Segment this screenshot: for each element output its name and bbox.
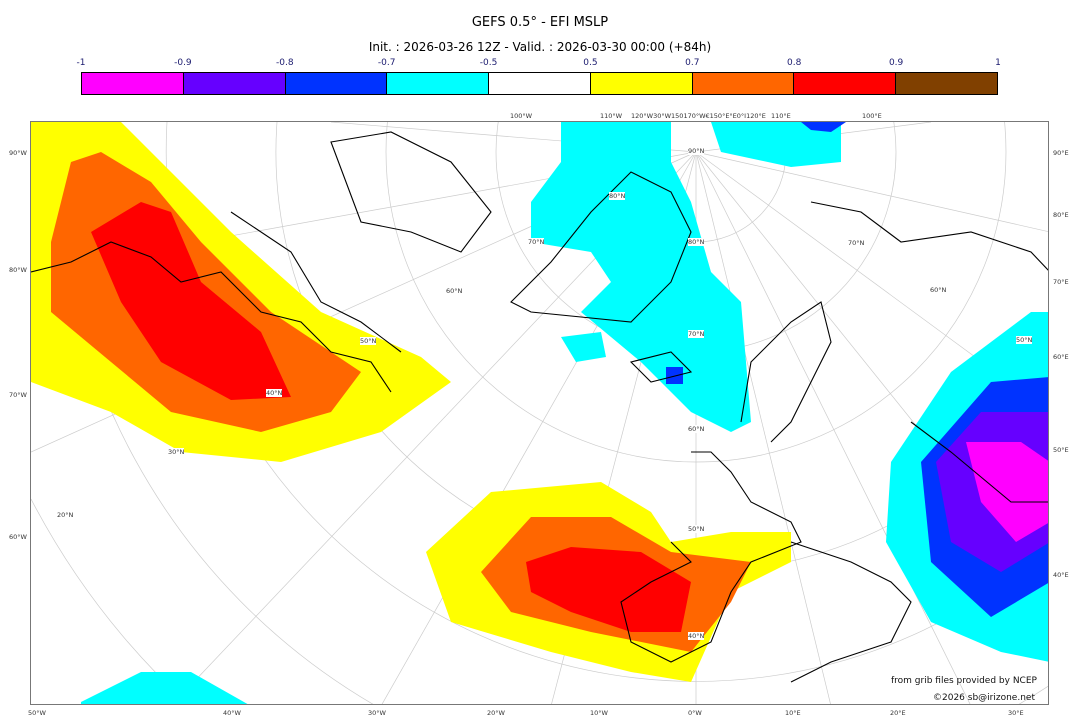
map-area bbox=[30, 121, 1049, 705]
efi-map bbox=[31, 122, 1048, 704]
axis-label-right: 80°E bbox=[1053, 211, 1069, 219]
colorbar-label: -0.8 bbox=[275, 58, 294, 68]
colorbar-segment bbox=[692, 73, 795, 94]
map-title: GEFS 0.5° - EFI MSLP bbox=[471, 15, 609, 30]
colorbar-label: -1 bbox=[76, 58, 86, 68]
axis-label-top: 110°W bbox=[600, 112, 623, 120]
colorbar-label: -0.5 bbox=[479, 58, 498, 68]
colorbar-label: 0.7 bbox=[685, 58, 700, 68]
axis-label-lat: 80°N bbox=[688, 238, 705, 246]
axis-label-lat: 60°N bbox=[446, 287, 463, 295]
axis-label-bottom: 20°E bbox=[890, 709, 906, 717]
axis-label-right: 90°E bbox=[1053, 149, 1069, 157]
axis-label-bottom: 50°W bbox=[28, 709, 46, 717]
axis-label-bottom: 20°W bbox=[487, 709, 505, 717]
anomaly-north-negative bbox=[81, 122, 846, 704]
colorbar-label: 0.8 bbox=[787, 58, 802, 68]
axis-label-bottom: 30°W bbox=[368, 709, 386, 717]
colorbar-segment bbox=[590, 73, 693, 94]
axis-label-bottom: 30°E bbox=[1008, 709, 1024, 717]
axis-label-lat: 90°N bbox=[688, 147, 705, 155]
axis-label-top: 110°E bbox=[771, 112, 791, 120]
axis-label-lat: 20°N bbox=[57, 511, 74, 519]
axis-label-left: 90°W bbox=[9, 149, 27, 157]
axis-label-lat: 50°N bbox=[1016, 336, 1033, 344]
axis-label-top: 100°E bbox=[862, 112, 882, 120]
axis-label-left: 80°W bbox=[9, 266, 27, 274]
axis-label-left: 60°W bbox=[9, 533, 27, 541]
axis-label-left: 70°W bbox=[9, 391, 27, 399]
colorbar-label: 1 bbox=[995, 58, 1001, 68]
axis-label-bottom: 10°W bbox=[590, 709, 608, 717]
anomaly-eastern-europe-negative bbox=[886, 312, 1048, 662]
colorbar-segment bbox=[489, 73, 591, 94]
colorbar bbox=[81, 72, 998, 95]
copyright-credit: ©2026 sb@irizone.net bbox=[933, 693, 1035, 703]
axis-label-right: 40°E bbox=[1053, 571, 1069, 579]
map-subtitle: Init. : 2026-03-26 12Z - Valid. : 2026-0… bbox=[368, 40, 712, 54]
anomaly-iberia-positive bbox=[426, 482, 791, 682]
axis-label-lat: 40°N bbox=[688, 632, 705, 640]
colorbar-segment bbox=[387, 73, 490, 94]
axis-label-right: 50°E bbox=[1053, 446, 1069, 454]
axis-label-bottom: 0°W bbox=[688, 709, 702, 717]
latitude-arc bbox=[1018, 685, 1048, 704]
colorbar-segment bbox=[285, 73, 388, 94]
axis-label-lat: 60°N bbox=[688, 425, 705, 433]
colorbar-label: 0.5 bbox=[583, 58, 598, 68]
axis-label-lat: 40°N bbox=[266, 389, 283, 397]
colorbar-segment bbox=[183, 73, 286, 94]
axis-label-lat: 80°N bbox=[609, 192, 626, 200]
axis-label-top: 100°W bbox=[510, 112, 533, 120]
axis-label-lat: 70°N bbox=[528, 238, 545, 246]
axis-label-bottom: 10°E bbox=[785, 709, 801, 717]
colorbar-segment bbox=[896, 73, 998, 94]
axis-label-right: 70°E bbox=[1053, 278, 1069, 286]
data-source-credit: from grib files provided by NCEP bbox=[891, 676, 1037, 686]
colorbar-label: -0.9 bbox=[174, 58, 192, 68]
axis-label-lat: 70°N bbox=[848, 239, 865, 247]
axis-label-top: 120°W30°W150170°W€150°E°E0°I120°E bbox=[631, 112, 766, 120]
axis-label-lat: 50°N bbox=[688, 525, 705, 533]
colorbar-segment bbox=[82, 73, 184, 94]
axis-label-lat: 70°N bbox=[688, 330, 705, 338]
colorbar-label: -0.7 bbox=[377, 58, 396, 68]
colorbar-label: 0.9 bbox=[888, 58, 904, 68]
colorbar-segment bbox=[794, 73, 897, 94]
axis-label-lat: 50°N bbox=[360, 337, 377, 345]
axis-label-lat: 30°N bbox=[168, 448, 185, 456]
coastlines bbox=[31, 131, 1048, 683]
axis-label-lat: 60°N bbox=[930, 286, 947, 294]
axis-label-bottom: 40°W bbox=[223, 709, 241, 717]
axis-label-right: 60°E bbox=[1053, 353, 1069, 361]
